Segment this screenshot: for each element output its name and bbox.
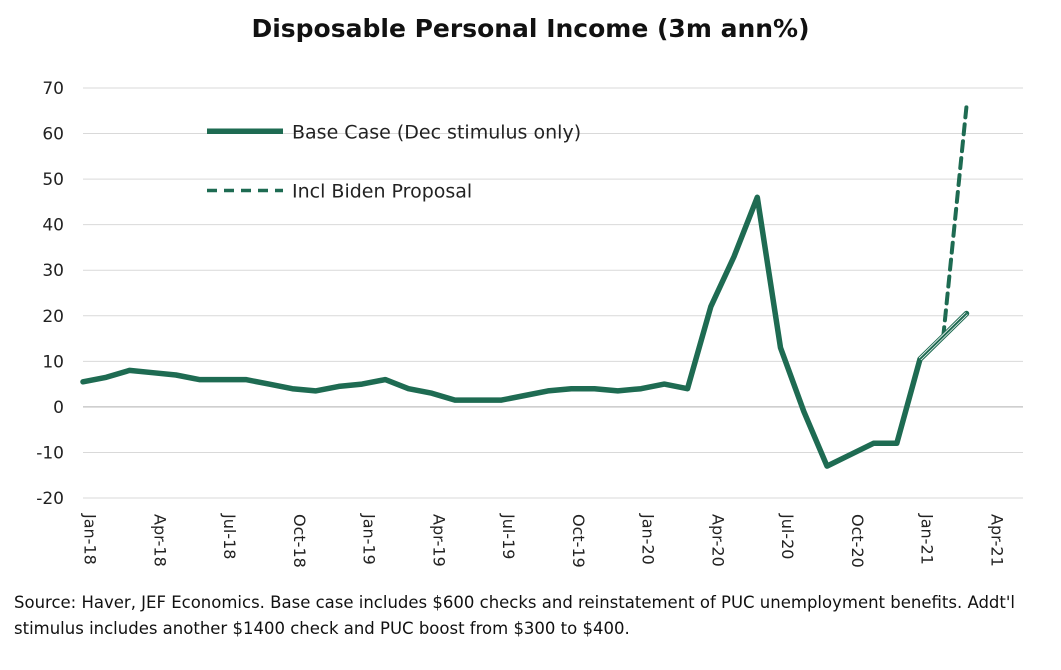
- gridlines: [83, 87, 1023, 499]
- chart-title: Disposable Personal Income (3m ann%): [251, 14, 810, 43]
- y-tick-label: 10: [42, 352, 64, 372]
- legend: Base Case (Dec stimulus only) Incl Biden …: [207, 121, 581, 203]
- y-tick-label: 0: [53, 398, 64, 418]
- y-tick-label: 20: [42, 307, 64, 327]
- y-tick-label: -10: [36, 443, 64, 463]
- x-tick-label: Jan-19: [360, 513, 379, 565]
- y-tick-label: 30: [42, 261, 64, 281]
- x-tick-label: Jan-20: [639, 513, 658, 565]
- series-line-biden-proposal: [894, 104, 969, 446]
- x-tick-label: Oct-18: [290, 514, 309, 568]
- x-tick-label: Apr-18: [150, 514, 169, 567]
- series-lines: [80, 104, 970, 469]
- x-tick-label: Oct-20: [848, 514, 867, 568]
- y-tick-label: 70: [42, 79, 64, 99]
- x-tick-label: Oct-19: [569, 514, 588, 568]
- x-tick-label: Jul-19: [499, 513, 518, 559]
- legend-label-base-case: Base Case (Dec stimulus only): [292, 121, 581, 143]
- y-axis-tick-labels: -20 -10 0 10 20 30 40 50 60 70: [36, 79, 64, 509]
- x-tick-label: Apr-20: [708, 514, 727, 567]
- line-chart: -20 -10 0 10 20 30 40 50 60 70 Jan-18 Apr-18 Jul-18…: [36, 79, 1023, 568]
- y-tick-label: 60: [42, 125, 64, 145]
- x-tick-label: Apr-19: [429, 514, 448, 567]
- source-note: Source: Haver, JEF Economics. Base case …: [14, 593, 1015, 638]
- x-tick-label: Apr-21: [987, 514, 1006, 567]
- series-line-base-case: [80, 194, 970, 469]
- base-case-thin-segment: [919, 312, 968, 360]
- legend-label-biden-proposal: Incl Biden Proposal: [292, 181, 472, 203]
- x-tick-label: Jul-18: [220, 513, 239, 559]
- y-tick-label: 50: [42, 170, 64, 190]
- x-tick-label: Jul-20: [778, 513, 797, 559]
- x-tick-label: Jan-21: [918, 513, 937, 565]
- x-axis-tick-labels: Jan-18 Apr-18 Jul-18 Oct-18 Jan-19 Apr-19 Jul-…: [81, 513, 1007, 568]
- x-tick-label: Jan-18: [81, 513, 100, 565]
- y-tick-label: 40: [42, 216, 64, 236]
- y-tick-label: -20: [36, 489, 64, 509]
